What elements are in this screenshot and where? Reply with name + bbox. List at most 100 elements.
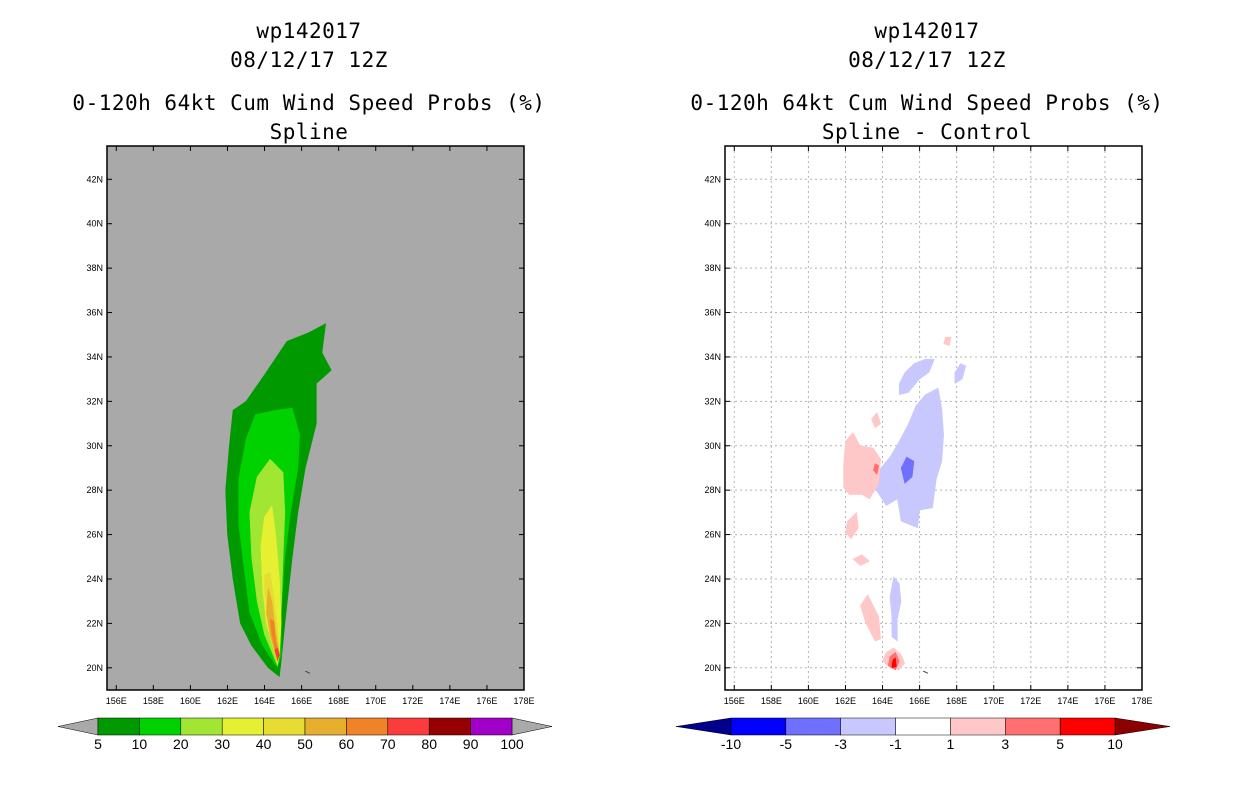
- right-ytick-label: 20N: [704, 663, 721, 673]
- left-xtick-label: 170E: [365, 696, 386, 706]
- left-colorbar-label: 10: [132, 736, 148, 752]
- right-colorbar-label: 10: [1107, 736, 1123, 752]
- right-contour-level-1: [843, 431, 881, 500]
- left-xtick-label: 162E: [217, 696, 238, 706]
- right-ytick-label: 36N: [704, 308, 721, 318]
- right-ytick-label: 28N: [704, 485, 721, 495]
- right-colorbar-label: -10: [721, 736, 741, 752]
- right-ytick-label: 32N: [704, 396, 721, 406]
- right-title-product: 0-120h 64kt Cum Wind Speed Probs (%): [690, 91, 1164, 115]
- left-ytick-label: 28N: [86, 485, 103, 495]
- left-ytick-label: 40N: [86, 219, 103, 229]
- left-colorbar-swatch: [428, 717, 471, 736]
- left-title-product: 0-120h 64kt Cum Wind Speed Probs (%): [72, 91, 546, 115]
- left-colorbar-swatch: [263, 717, 306, 736]
- left-colorbar-swatch: [304, 717, 347, 736]
- right-xtick-label: 164E: [872, 696, 893, 706]
- right-contour-level-1: [943, 336, 952, 347]
- right-colorbar-label: 1: [947, 736, 955, 752]
- left-ytick-label: 30N: [86, 441, 103, 451]
- right-xtick-label: 162E: [835, 696, 856, 706]
- left-xtick-label: 174E: [439, 696, 460, 706]
- left-colorbar-label: 5: [94, 736, 102, 752]
- left-title-date: 08/12/17 12Z: [230, 48, 388, 72]
- left-ytick-label: 38N: [86, 263, 103, 273]
- right-xtick-label: 170E: [983, 696, 1004, 706]
- left-ytick-label: 24N: [86, 574, 103, 584]
- right-title-method: Spline - Control: [821, 120, 1033, 144]
- right-track-mark: [923, 670, 929, 674]
- left-colorbar-label: 60: [339, 736, 355, 752]
- right-title-storm-id: wp142017: [874, 19, 980, 43]
- left-plot-frame: [106, 145, 525, 691]
- right-xtick-label: 166E: [909, 696, 930, 706]
- left-ytick-label: 22N: [86, 618, 103, 628]
- right-colorbar-label: 3: [1001, 736, 1009, 752]
- right-ytick-label: 30N: [704, 441, 721, 451]
- right-contour-level-1: [845, 511, 859, 540]
- right-xtick-label: 168E: [946, 696, 967, 706]
- right-colorbar-label: 5: [1056, 736, 1064, 752]
- left-colorbar-swatch: [470, 717, 513, 736]
- right-contour-level-neg3: [954, 363, 967, 385]
- right-xtick-label: 174E: [1057, 696, 1078, 706]
- left-colorbar-label: 70: [380, 736, 396, 752]
- left-colorbar-label: 90: [463, 736, 479, 752]
- right-ytick-label: 22N: [704, 618, 721, 628]
- right-colorbar-swatch: [1059, 717, 1116, 736]
- left-contour-level-70: [274, 647, 280, 661]
- left-title-method: Spline: [269, 120, 349, 144]
- right-ytick-label: 26N: [704, 530, 721, 540]
- right-colorbar-label: -1: [889, 736, 902, 752]
- left-colorbar-label: 30: [214, 736, 230, 752]
- right-contour-level-1: [860, 594, 881, 642]
- left-colorbar-swatch: [139, 717, 182, 736]
- left-xtick-label: 176E: [476, 696, 497, 706]
- left-colorbar-swatch: [346, 717, 389, 736]
- left-xtick-label: 172E: [402, 696, 423, 706]
- right-xtick-label: 160E: [798, 696, 819, 706]
- left-ytick-label: 20N: [86, 663, 103, 673]
- right-xtick-label: 172E: [1020, 696, 1041, 706]
- right-colorbar-label: -3: [834, 736, 847, 752]
- left-ytick-label: 32N: [86, 396, 103, 406]
- left-colorbar-swatch: [221, 717, 264, 736]
- left-colorbar-swatch: [97, 717, 140, 736]
- right-xtick-label: 158E: [761, 696, 782, 706]
- left-xtick-label: 164E: [254, 696, 275, 706]
- right-contour-level-3: [873, 463, 880, 476]
- right-contour-level-neg3: [889, 576, 902, 642]
- left-xtick-label: 160E: [180, 696, 201, 706]
- right-ytick-label: 40N: [704, 219, 721, 229]
- left-ytick-label: 36N: [86, 308, 103, 318]
- right-colorbar-swatch: [1005, 717, 1061, 736]
- right-xtick-label: 156E: [724, 696, 745, 706]
- right-contour-level-5: [891, 657, 897, 669]
- left-colorbar-label: 20: [173, 736, 189, 752]
- left-colorbar-swatch: [387, 717, 430, 736]
- right-xtick-label: 178E: [1131, 696, 1152, 706]
- right-colorbar-label: -5: [780, 736, 793, 752]
- right-plot-frame: [724, 145, 1143, 691]
- left-track-mark: [305, 670, 311, 674]
- left-colorbar-label: 100: [500, 736, 524, 752]
- left-xtick-label: 166E: [291, 696, 312, 706]
- right-xtick-label: 176E: [1094, 696, 1115, 706]
- right-colorbar-swatch: [895, 717, 951, 736]
- right-contour-level-neg5: [900, 456, 915, 484]
- left-colorbar-label: 40: [256, 736, 272, 752]
- right-ytick-label: 24N: [704, 574, 721, 584]
- right-colorbar-extend-low: [675, 717, 732, 736]
- left-ytick-label: 26N: [86, 530, 103, 540]
- left-xtick-label: 168E: [328, 696, 349, 706]
- right-colorbar-extend-high: [1114, 717, 1171, 736]
- left-title-storm-id: wp142017: [256, 19, 362, 43]
- right-ytick-label: 34N: [704, 352, 721, 362]
- left-colorbar-extend-high: [511, 717, 553, 736]
- left-colorbar-extend-low: [57, 717, 99, 736]
- right-colorbar-swatch: [730, 717, 787, 736]
- left-colorbar-label: 50: [297, 736, 313, 752]
- right-colorbar-swatch: [950, 717, 1006, 736]
- right-contour-level-1: [871, 411, 881, 429]
